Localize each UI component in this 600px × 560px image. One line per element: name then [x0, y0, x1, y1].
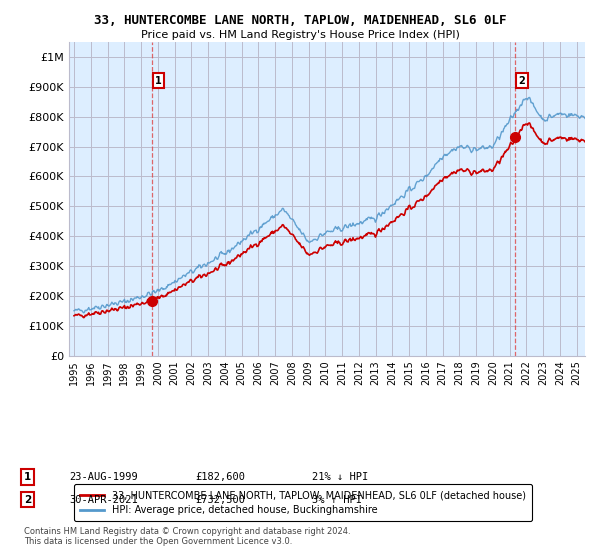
Text: Price paid vs. HM Land Registry's House Price Index (HPI): Price paid vs. HM Land Registry's House …	[140, 30, 460, 40]
Text: 33, HUNTERCOMBE LANE NORTH, TAPLOW, MAIDENHEAD, SL6 0LF: 33, HUNTERCOMBE LANE NORTH, TAPLOW, MAID…	[94, 14, 506, 27]
Text: 2: 2	[24, 494, 31, 505]
Text: Contains HM Land Registry data © Crown copyright and database right 2024.
This d: Contains HM Land Registry data © Crown c…	[24, 526, 350, 546]
Text: £732,500: £732,500	[195, 494, 245, 505]
Text: 2: 2	[518, 76, 525, 86]
Text: £182,600: £182,600	[195, 472, 245, 482]
Text: 1: 1	[24, 472, 31, 482]
Text: 30-APR-2021: 30-APR-2021	[69, 494, 138, 505]
Legend: 33, HUNTERCOMBE LANE NORTH, TAPLOW, MAIDENHEAD, SL6 0LF (detached house), HPI: A: 33, HUNTERCOMBE LANE NORTH, TAPLOW, MAID…	[74, 484, 532, 521]
Text: 23-AUG-1999: 23-AUG-1999	[69, 472, 138, 482]
Text: 3% ↑ HPI: 3% ↑ HPI	[312, 494, 362, 505]
Text: 21% ↓ HPI: 21% ↓ HPI	[312, 472, 368, 482]
Text: 1: 1	[155, 76, 162, 86]
